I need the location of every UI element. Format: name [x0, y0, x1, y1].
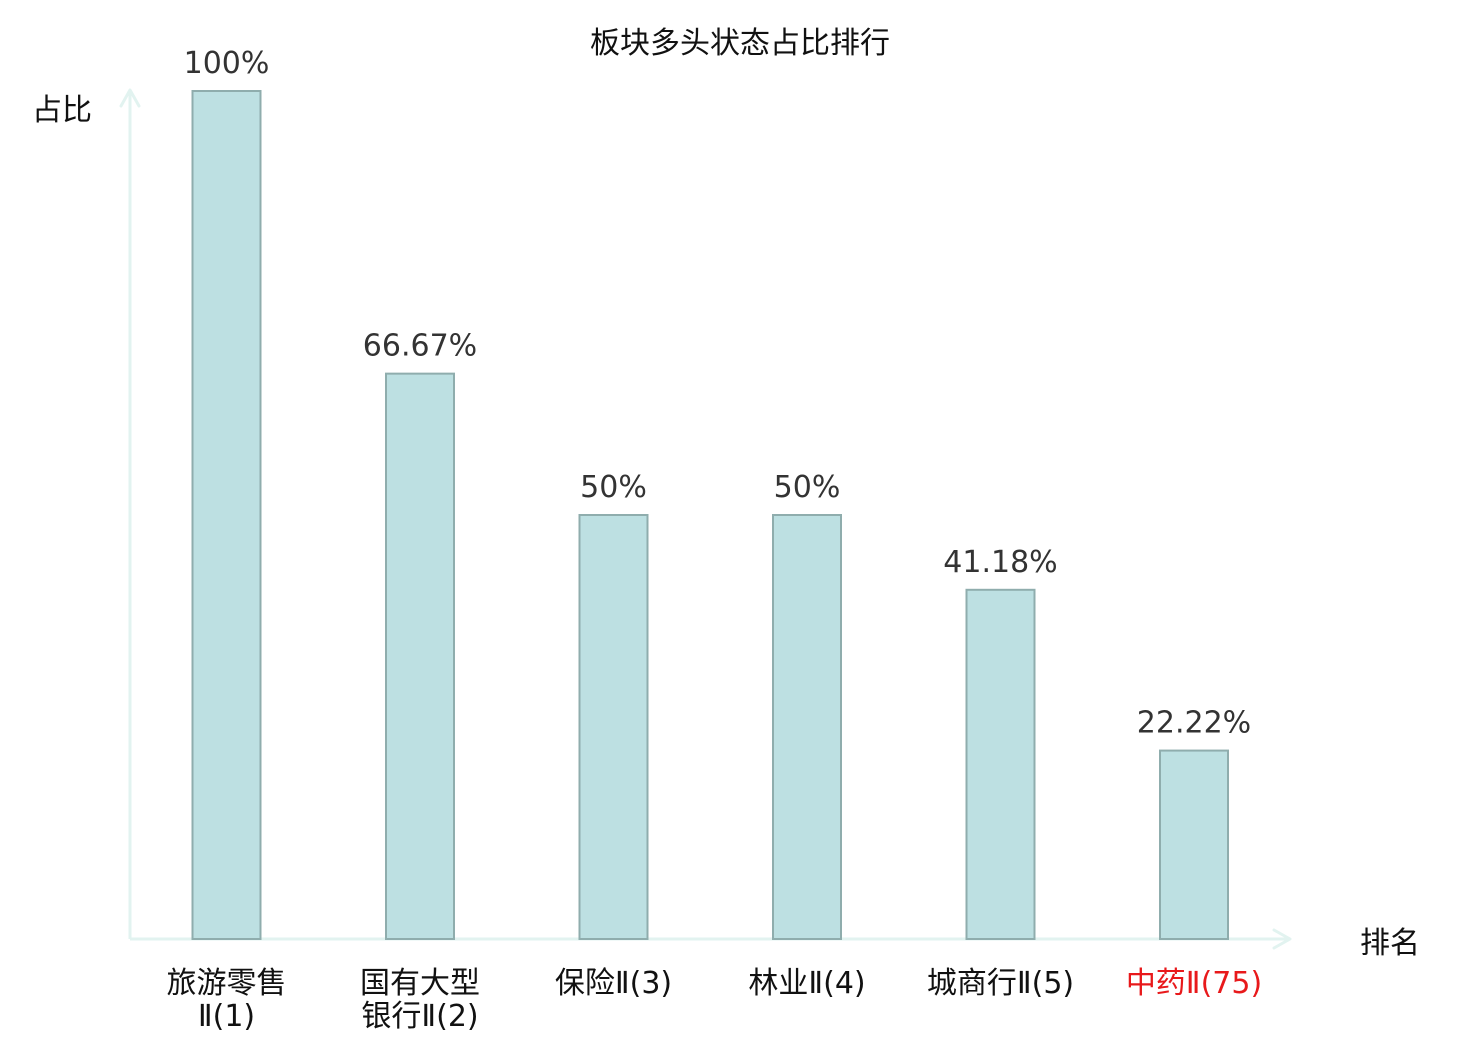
category-tick-label: 保险Ⅱ(3)	[555, 966, 672, 1001]
bar	[385, 372, 455, 940]
category-tick-label: 城商行Ⅱ(5)	[927, 966, 1074, 1001]
bar	[965, 588, 1036, 940]
x-axis-arrow-icon	[1272, 928, 1292, 950]
category-tick-label: Ⅱ(1)	[198, 999, 255, 1034]
bar-value-label: 22.22%	[1137, 706, 1251, 741]
category-tick-label: 国有大型	[360, 966, 480, 1001]
axes	[119, 88, 1292, 950]
category-tick-label: 林业Ⅱ(4)	[748, 966, 865, 1001]
chart-title: 板块多头状态占比排行	[590, 26, 890, 61]
bar	[772, 514, 842, 940]
bar-value-label: 41.18%	[943, 545, 1057, 580]
category-tick-label: 中药Ⅱ(75)	[1126, 966, 1262, 1001]
bar	[1159, 749, 1229, 940]
value-labels-group: 100% 66.67% 50% 50% 41.18% 22.22%	[184, 46, 1252, 741]
bar-value-label: 50%	[580, 470, 647, 505]
y-axis-label: 占比	[32, 93, 92, 128]
bar	[578, 514, 649, 940]
bar-value-label: 66.67%	[363, 329, 477, 364]
x-axis-label: 排名	[1360, 926, 1420, 961]
bar-value-label: 100%	[184, 46, 270, 81]
category-tick-label: 银行Ⅱ(2)	[361, 999, 478, 1034]
bar-value-label: 50%	[774, 470, 841, 505]
y-axis-arrow-icon	[119, 88, 141, 108]
category-tick-label: 旅游零售	[167, 966, 287, 1001]
bars-group	[191, 90, 1229, 940]
bar	[191, 90, 262, 940]
